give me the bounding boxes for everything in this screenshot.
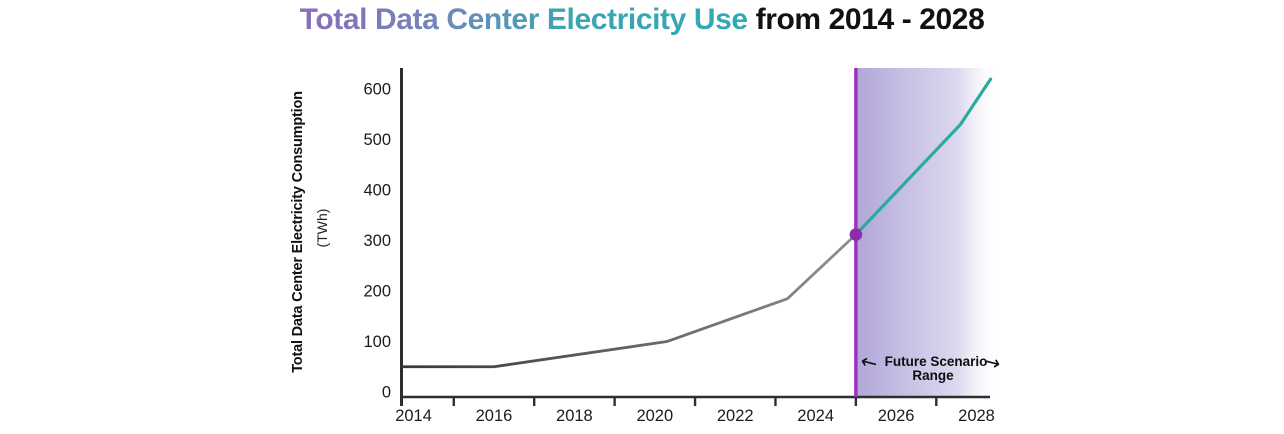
y-tick-label: 100 (363, 333, 391, 351)
x-tick-label: 2014 (395, 407, 432, 425)
page-title-highlight: Total Data Center Electricity Use (299, 3, 748, 36)
arrow-left-icon: ← (858, 348, 880, 375)
y-tick-label: 200 (363, 283, 391, 301)
x-tick-label: 2024 (797, 407, 834, 425)
x-tick-label: 2016 (476, 407, 513, 425)
y-tick-label: 400 (363, 182, 391, 200)
y-tick-label: 600 (363, 81, 391, 99)
historical-line (400, 233, 858, 369)
x-tick-label: 2018 (556, 407, 593, 425)
page-title: Total Data Center Electricity Use from 2… (0, 3, 1284, 37)
y-tick-label: 0 (382, 384, 391, 402)
y-axis-unit: (TWh) (314, 209, 330, 248)
projected-line (854, 77, 993, 237)
x-tick-label: 2022 (717, 407, 754, 425)
y-tick-label: 300 (363, 232, 391, 250)
y-tick-label: 500 (363, 131, 391, 149)
future-range-label-line2: Range (912, 368, 954, 383)
plot-area: 2014 2016 2018 2020 2022 2024 2026 2028 0 100 200 3… (363, 68, 1003, 425)
x-tick-label: 2020 (636, 407, 673, 425)
future-region (855, 68, 1003, 397)
arrow-right-icon: → (981, 348, 1003, 375)
x-tick-label: 2028 (958, 407, 995, 425)
current-value-dot (849, 228, 863, 241)
page-title-rest: from 2014 - 2028 (747, 3, 985, 36)
x-tick-label: 2026 (878, 407, 915, 425)
future-range-label-line1: Future Scenario (885, 354, 988, 369)
y-axis-title: Total Data Center Electricity Consumptio… (290, 91, 306, 373)
